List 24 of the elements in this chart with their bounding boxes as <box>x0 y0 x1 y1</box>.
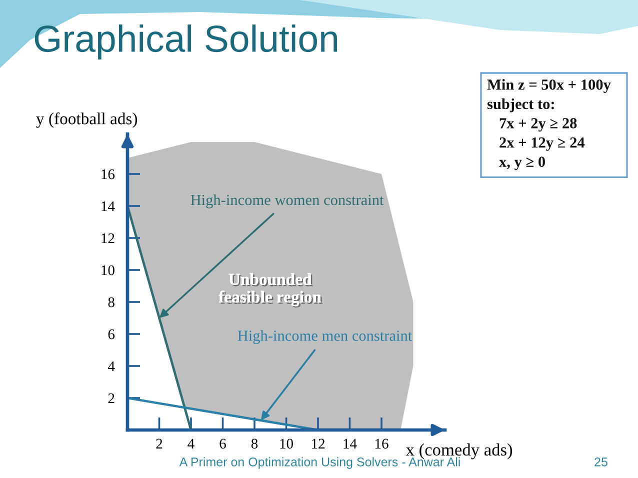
series-label: Unbounded feasible region <box>218 273 323 308</box>
text: A Primer on Optimization Using Solvers - Anwar Ali <box>179 457 460 469</box>
x-tick-label: 14 <box>344 438 357 448</box>
y-tick-label: 14 <box>102 201 115 212</box>
x-tick-label: 10 <box>280 438 293 449</box>
y-tick-label: 16 <box>102 169 115 180</box>
y-tick-label: 6 <box>108 329 115 340</box>
x-tick-label: 2 <box>156 438 162 448</box>
y-tick-label: 8 <box>108 297 114 308</box>
text: High-income women constraint <box>190 194 384 208</box>
y-axis-title: y (football ads) <box>36 112 138 128</box>
y-tick-label: 12 <box>102 233 114 244</box>
x-tick-label: 12 <box>312 438 324 448</box>
x-tick-label: 4 <box>188 438 194 448</box>
x-tick-label: 8 <box>251 438 258 449</box>
y-tick-label: 10 <box>102 265 114 276</box>
x-tick-label: 16 <box>375 438 388 449</box>
x-tick-label: 6 <box>220 438 226 449</box>
text: Min z = 50x + 100y subject to: 7x + 2y ≥ 28 2x + 12y ≥ 24 x, y ≥ 0 <box>487 79 611 170</box>
text: High-income men constraint <box>238 330 412 344</box>
y-tick-label: 2 <box>108 393 114 404</box>
y-tick-label: 4 <box>108 361 115 372</box>
text: 25 <box>594 458 608 466</box>
chart-title: Graphical Solution <box>34 24 337 60</box>
